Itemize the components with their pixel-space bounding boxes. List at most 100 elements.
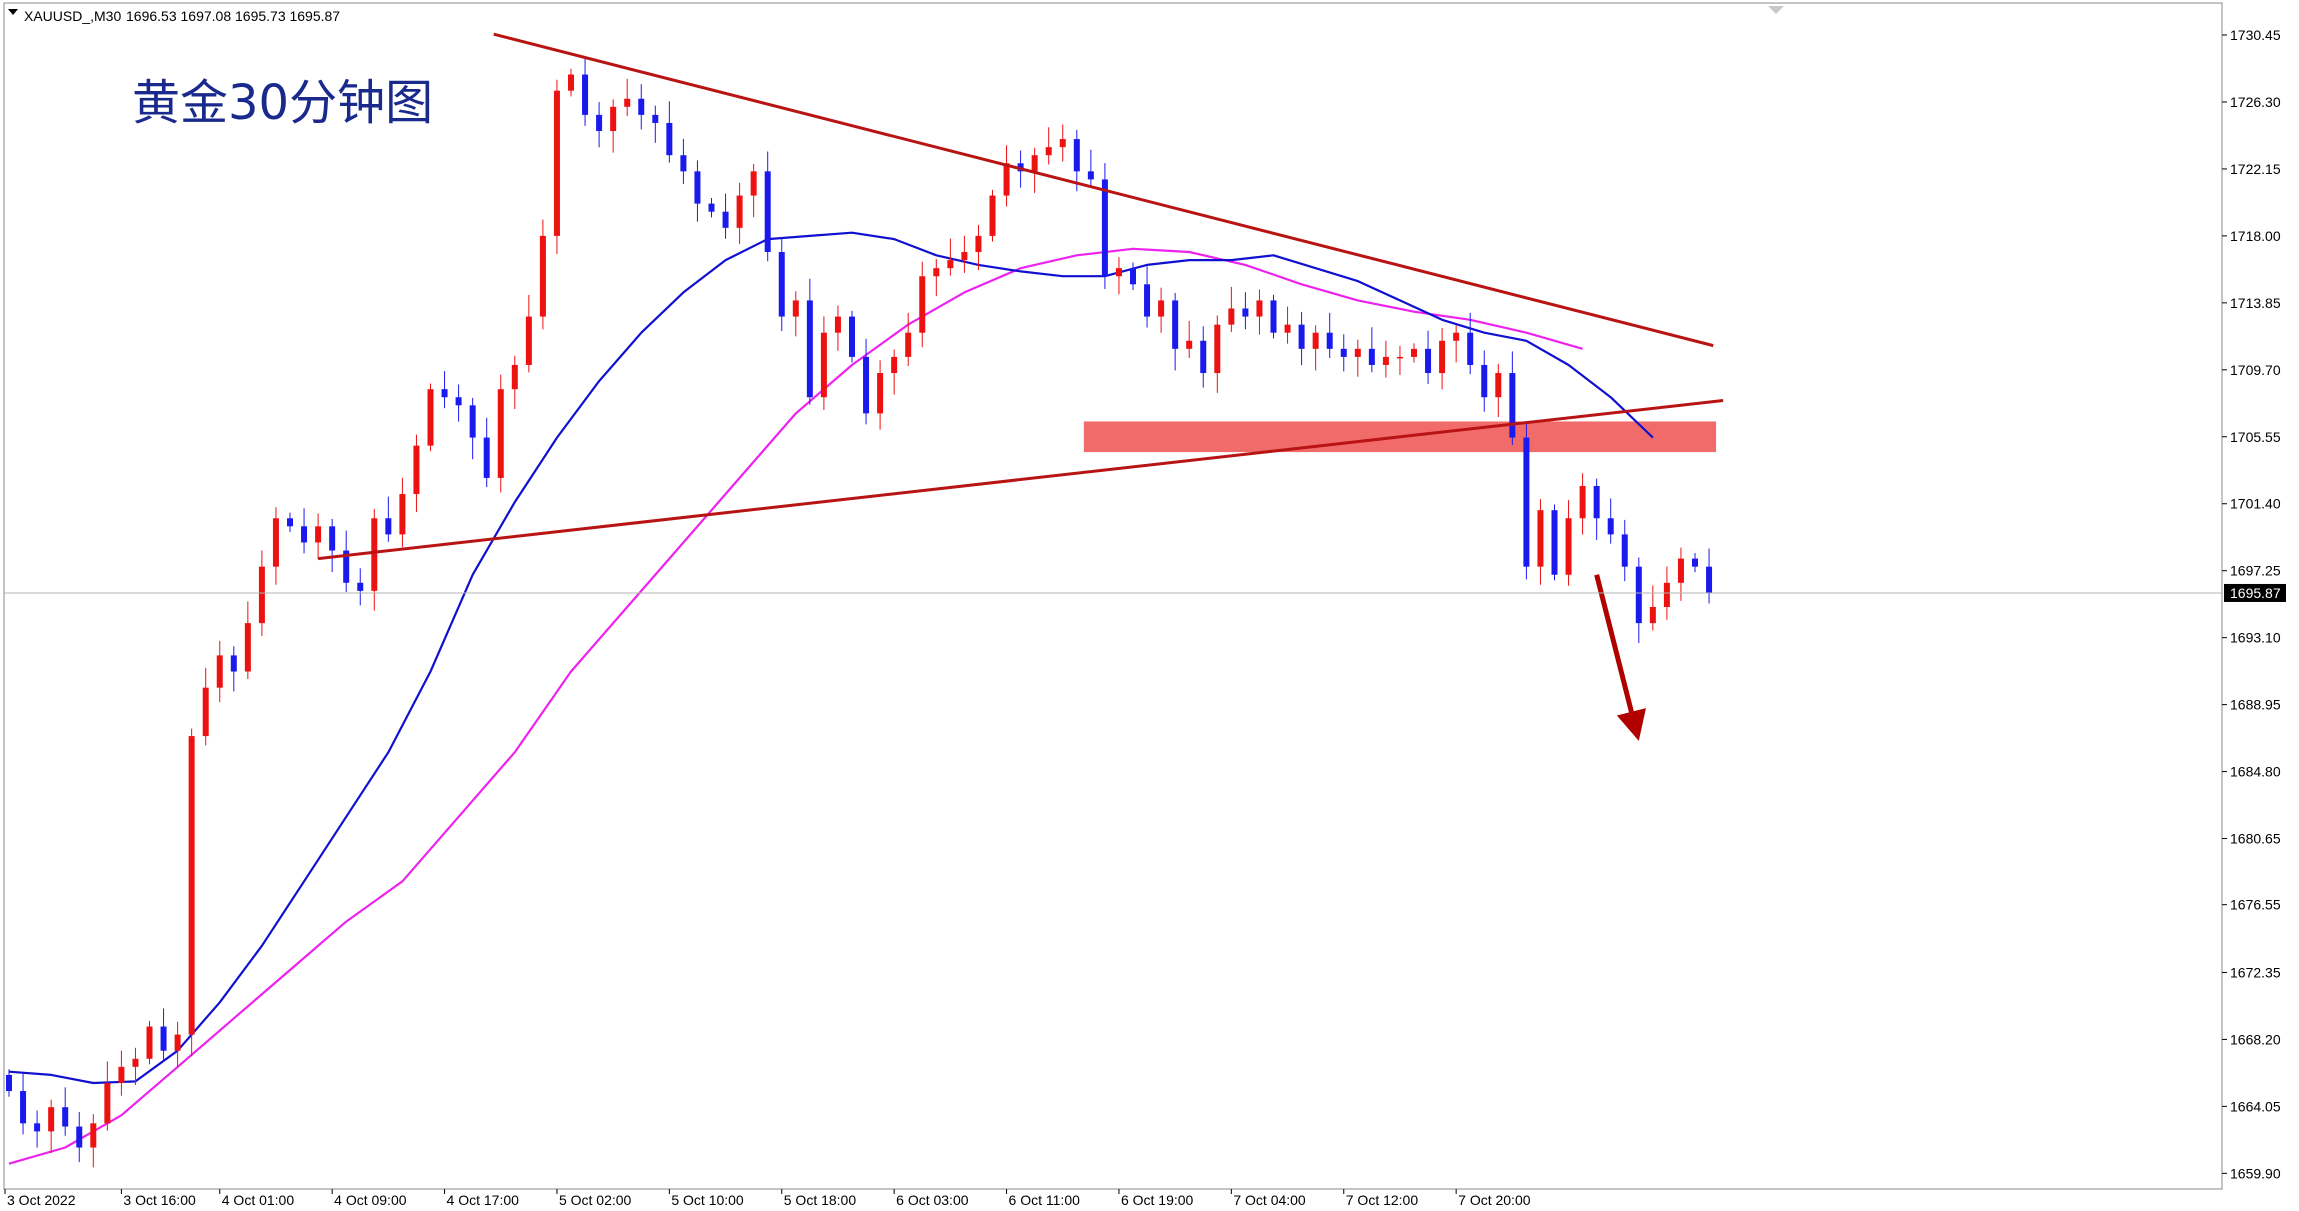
candle-body [146,1026,153,1059]
price-tick-label: 1718.00 [2230,228,2281,244]
price-tick-label: 1730.45 [2230,27,2281,43]
candle [230,646,237,692]
candle [764,151,771,262]
candle-body [1565,518,1572,575]
candle-body [1354,348,1361,357]
candle [1158,287,1165,333]
candle-body [160,1026,167,1051]
candle [863,338,870,425]
candle-body [1312,332,1319,349]
time-tick-label: 3 Oct 2022 [7,1192,76,1208]
candle-body [244,623,251,672]
candle [1144,266,1151,328]
candle-body [427,389,434,446]
price-tick-label: 1701.40 [2230,496,2281,512]
candle-body [1284,324,1291,333]
candle-body [1172,300,1179,349]
current-price-tag [2224,583,2286,602]
candle-body [1200,340,1207,374]
candle [1495,363,1502,418]
candle-body [272,518,279,567]
candle-body [357,582,364,591]
candle [160,1008,167,1062]
dropdown-arrow-icon[interactable] [8,9,18,15]
candle-body [20,1091,27,1124]
candle [20,1072,27,1135]
candle-body [1368,348,1375,365]
candle-body [1382,356,1389,365]
candle [1312,325,1319,371]
candle-body [764,171,771,253]
price-axis: 1730.45 1726.30 1722.15 1718.00 1713.85 1709.… [2222,27,2281,1181]
price-tick-label: 1713.85 [2230,295,2281,311]
candle [301,508,308,554]
candle [48,1099,55,1154]
candle-body [1186,340,1193,349]
time-axis: 3 Oct 2022 3 Oct 16:00 4 Oct 01:00 4 Oct 09… [4,1189,1531,1208]
candle-body [287,518,293,527]
candle [62,1087,69,1136]
candle-body [399,494,406,535]
candle-body [1144,284,1151,317]
candle [947,238,954,276]
candle-body [582,74,589,115]
price-tick-label: 1680.65 [2230,831,2281,847]
candle-body [1115,268,1122,277]
scroll-marker-icon[interactable] [1768,6,1784,14]
candle-body [62,1107,69,1127]
candle [1523,421,1530,580]
trend-layer [317,32,1724,561]
candle-body [511,364,518,390]
candle-body [104,1082,111,1124]
candle-body [694,171,701,204]
candle [1396,345,1403,375]
candle-body [1298,324,1305,349]
candle [582,56,589,126]
candle [1481,350,1488,412]
candle [1270,294,1277,339]
candle-body [610,106,617,132]
candle-body [1340,348,1347,357]
candle [778,237,785,332]
candle [666,101,673,163]
candle [1551,504,1558,581]
candle-body [1396,356,1403,359]
candle [680,138,687,185]
candle-body [919,276,926,333]
candle-body [343,550,350,583]
candle [455,384,462,422]
candle [1453,325,1460,363]
candle-body [638,98,645,115]
candle-layer [6,56,1713,1168]
forecast-arrow-head-icon [1616,708,1646,741]
candle [539,219,546,330]
time-tick-label: 7 Oct 04:00 [1233,1192,1306,1208]
current-price-label: 1695.87 [2230,585,2281,601]
candle [469,397,476,460]
candle-body [216,655,223,688]
price-tick-label: 1693.10 [2230,630,2281,646]
price-tick-label: 1722.15 [2230,161,2281,177]
candle [6,1069,12,1097]
time-tick-label: 4 Oct 17:00 [447,1192,520,1208]
candle [1537,499,1544,585]
candle-body [76,1126,83,1148]
candle [1298,311,1305,366]
time-tick-label: 6 Oct 03:00 [896,1192,969,1208]
candle-body [1593,485,1600,519]
chart-title: 黄金30分钟图 [132,75,433,131]
current-price-layer: 1695.87 [4,583,2286,602]
candle [877,360,884,430]
candle [1607,498,1614,544]
price-tick-label: 1697.25 [2230,563,2281,579]
candle [188,728,195,1057]
candle-body [1453,332,1460,341]
candle [385,496,392,542]
candle-body [1270,300,1277,333]
candle [722,193,729,239]
candle [497,374,504,493]
candle-body [961,252,968,261]
candle-body [568,74,574,91]
candle [652,105,659,143]
candle [34,1110,41,1148]
